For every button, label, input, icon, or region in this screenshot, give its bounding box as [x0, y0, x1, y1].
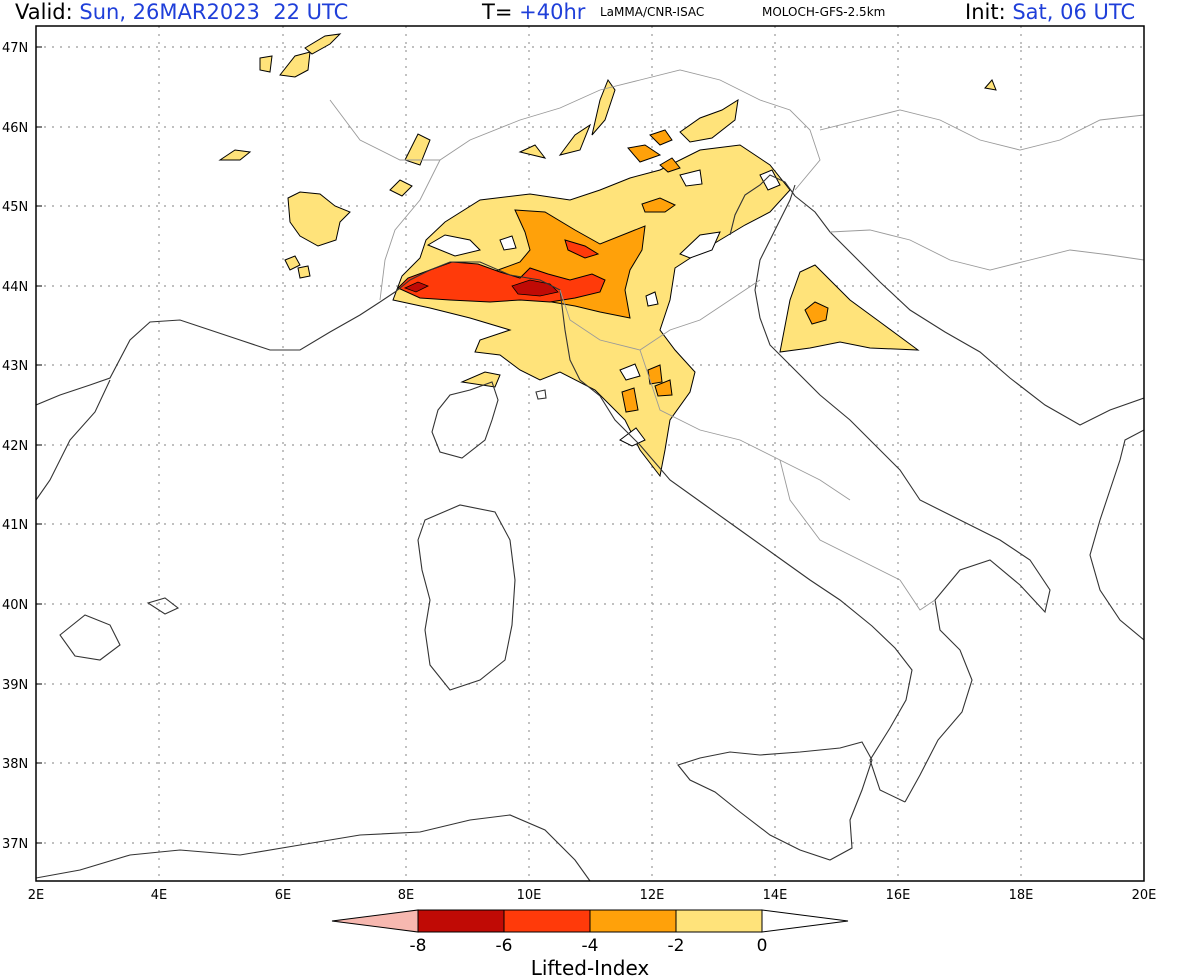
- lat-label-41n: 41N: [2, 518, 28, 533]
- colorbar-tick-minus8: -8: [410, 936, 427, 956]
- step-label: T=: [482, 0, 513, 24]
- model-label: MOLOCH-GFS-2.5km: [762, 5, 886, 19]
- colorbar-tick-0: 0: [757, 936, 768, 956]
- lat-label-43n: 43N: [2, 359, 28, 374]
- lon-label-16e: 16E: [886, 888, 911, 903]
- map-area: [36, 26, 1144, 881]
- lat-label-37n: 37N: [2, 837, 28, 852]
- forecast-step: T= +40hr: [482, 0, 585, 24]
- lon-label-6e: 6E: [275, 888, 292, 903]
- lon-label-20e: 20E: [1132, 888, 1157, 903]
- valid-label: Valid:: [15, 0, 73, 24]
- init-header: Init: Sat, 06 UTC: [965, 0, 1135, 24]
- colorbar-tick-minus4: -4: [582, 936, 599, 956]
- lat-labels: 47N 46N 45N 44N 43N 42N 41N 40N 39N 38N …: [2, 41, 28, 852]
- political-borders: [329, 69, 1144, 611]
- init-time: Sat, 06 UTC: [1012, 0, 1136, 24]
- colorbar-tick-minus6: -6: [496, 936, 513, 956]
- valid-header: Valid: Sun, 26MAR2023 22 UTC: [15, 0, 348, 24]
- lat-label-47n: 47N: [2, 41, 28, 56]
- init-label: Init:: [965, 0, 1006, 24]
- coastlines: [36, 174, 1144, 881]
- lat-ticks: [36, 46, 42, 844]
- li-band-darkred: [403, 279, 559, 297]
- step-value: +40hr: [519, 0, 586, 24]
- colorbar-bin-2: [503, 909, 591, 933]
- lat-label-42n: 42N: [2, 439, 28, 454]
- valid-time: Sun, 26MAR2023 22 UTC: [79, 0, 349, 24]
- colorbar-tick-minus2: -2: [668, 936, 685, 956]
- lon-label-12e: 12E: [640, 888, 665, 903]
- colorbar-bin-above: [761, 909, 849, 933]
- lon-label-4e: 4E: [151, 888, 168, 903]
- map-frame: [35, 25, 1145, 882]
- lat-label-45n: 45N: [2, 200, 28, 215]
- lon-label-14e: 14E: [763, 888, 788, 903]
- lat-label-40n: 40N: [2, 598, 28, 613]
- source-label: LaMMA/CNR-ISAC: [600, 5, 705, 19]
- lon-labels: 2E 4E 6E 8E 10E 12E 14E 16E 18E 20E: [28, 888, 1157, 903]
- lat-label-44n: 44N: [2, 280, 28, 295]
- lon-label-8e: 8E: [398, 888, 415, 903]
- colorbar-bin-4: [675, 909, 763, 933]
- lon-label-2e: 2E: [28, 888, 45, 903]
- colorbar-bin-below: [331, 909, 419, 933]
- lon-label-10e: 10E: [517, 888, 542, 903]
- colorbar-title: Lifted-Index: [531, 956, 650, 980]
- lat-label-46n: 46N: [2, 121, 28, 136]
- li-band-yellow: [218, 33, 997, 478]
- colorbar-bin-1: [417, 909, 505, 933]
- colorbar: -8 -6 -4 -2 0 Lifted-Index: [331, 909, 849, 980]
- lat-label-39n: 39N: [2, 678, 28, 693]
- lon-label-18e: 18E: [1009, 888, 1034, 903]
- lat-label-38n: 38N: [2, 757, 28, 772]
- colorbar-bin-3: [589, 909, 677, 933]
